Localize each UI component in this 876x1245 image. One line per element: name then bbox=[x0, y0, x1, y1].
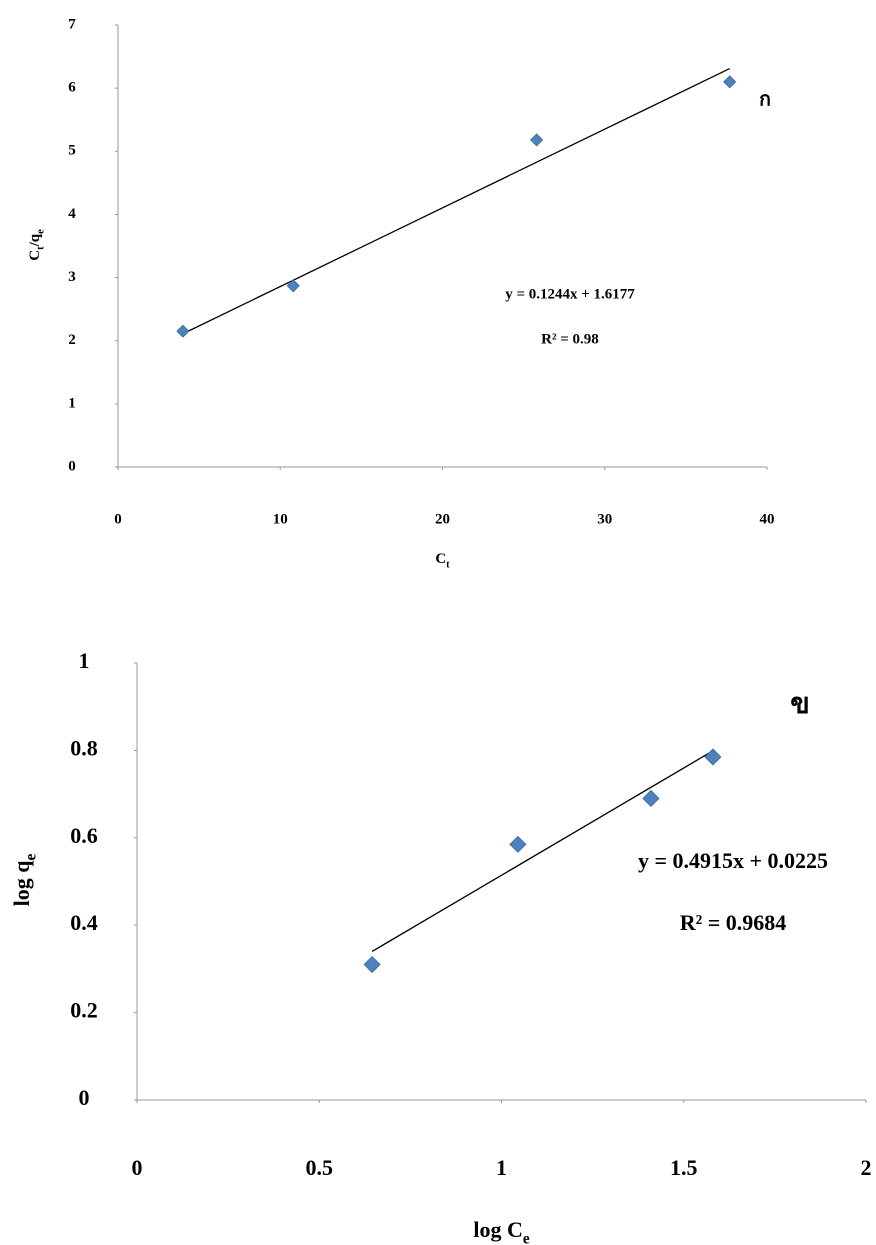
data-point bbox=[643, 790, 659, 806]
y-tick-label: 0.2 bbox=[70, 998, 98, 1023]
data-point bbox=[724, 76, 736, 88]
y-tick-label: 0.4 bbox=[70, 910, 98, 935]
axis-label-subscript: e bbox=[36, 229, 47, 234]
x-tick-label: 1.5 bbox=[670, 1155, 698, 1180]
y-tick-label: 1 bbox=[68, 395, 76, 411]
data-point bbox=[531, 134, 543, 146]
axis-label: log qe bbox=[9, 853, 39, 906]
y-tick-label: 5 bbox=[68, 143, 76, 159]
y-tick-label: 3 bbox=[68, 269, 76, 285]
r-squared: R² = 0.9684 bbox=[680, 910, 787, 935]
data-point bbox=[364, 957, 380, 973]
axis-label-part: log q bbox=[9, 860, 34, 907]
axis-label-subscript: e bbox=[523, 1230, 530, 1245]
trendline-equation: y = 0.4915x + 0.0225 bbox=[638, 848, 828, 873]
panel-label: ข bbox=[790, 686, 810, 720]
axis-label-subscript: t bbox=[446, 560, 450, 571]
data-point bbox=[177, 325, 189, 337]
y-tick-label: 0.6 bbox=[70, 823, 98, 848]
data-point bbox=[705, 749, 721, 765]
axis-label-subscript: e bbox=[22, 853, 39, 860]
r-squared: R² = 0.98 bbox=[541, 331, 599, 347]
y-tick-label: 7 bbox=[68, 16, 76, 32]
axis-label-part: C bbox=[27, 250, 43, 261]
x-tick-label: 20 bbox=[435, 511, 450, 527]
x-tick-label: 0 bbox=[114, 511, 122, 527]
axis-label-part: log C bbox=[473, 1217, 523, 1242]
axis-label: log Ce bbox=[473, 1217, 530, 1245]
y-tick-label: 2 bbox=[68, 332, 76, 348]
axis-label-part: C bbox=[435, 551, 446, 567]
y-tick-label: 6 bbox=[68, 80, 76, 96]
y-tick-label: 0 bbox=[79, 1085, 90, 1110]
x-tick-label: 0 bbox=[132, 1155, 143, 1180]
y-tick-label: 1 bbox=[79, 648, 90, 673]
x-tick-label: 1 bbox=[496, 1155, 507, 1180]
data-point bbox=[510, 836, 526, 852]
x-tick-label: 30 bbox=[597, 511, 612, 527]
x-tick-label: 10 bbox=[273, 511, 288, 527]
panel-label: ก bbox=[759, 88, 771, 111]
figure: 01234567010203040CtCt/qey = 0.1244x + 1.… bbox=[0, 0, 876, 1245]
axis-label-part: /q bbox=[27, 233, 43, 247]
axis-label: Ct bbox=[435, 551, 450, 570]
x-tick-label: 2 bbox=[861, 1155, 872, 1180]
y-tick-label: 0 bbox=[68, 458, 76, 474]
trendline bbox=[183, 69, 730, 334]
y-tick-label: 0.8 bbox=[70, 735, 98, 760]
x-tick-label: 40 bbox=[760, 511, 775, 527]
trendline-equation: y = 0.1244x + 1.6177 bbox=[505, 286, 635, 302]
axis-label: Ct/qe bbox=[27, 229, 46, 261]
x-tick-label: 0.5 bbox=[306, 1155, 334, 1180]
y-tick-label: 4 bbox=[68, 206, 76, 222]
